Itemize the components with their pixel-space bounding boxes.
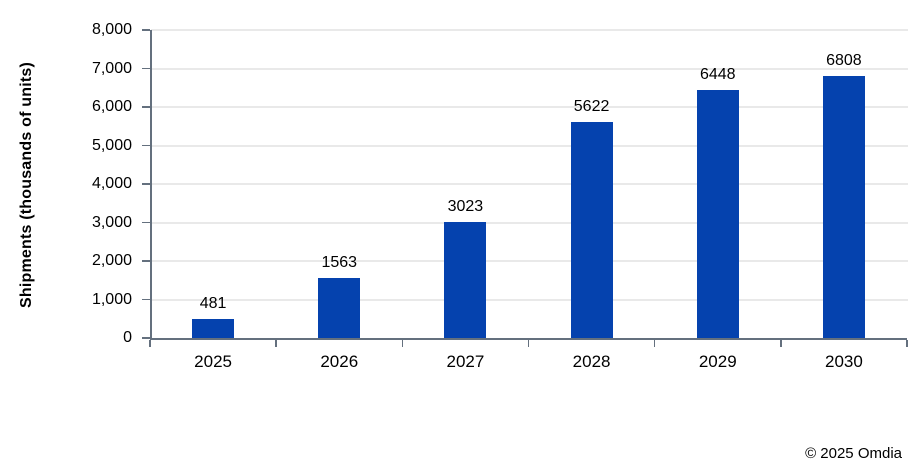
- y-axis-title: Shipments (thousands of units): [18, 62, 35, 308]
- x-axis-category-label: 2030: [824, 352, 863, 371]
- gridline: [151, 144, 908, 147]
- plot-area: [150, 30, 907, 338]
- bar: [696, 89, 739, 338]
- bar: [570, 121, 613, 338]
- gridline: [151, 29, 908, 31]
- x-axis-tick: [906, 339, 908, 347]
- y-axis: [150, 30, 152, 340]
- x-axis-tick: [527, 339, 530, 347]
- y-axis-tick: [142, 183, 150, 185]
- y-axis-tick-label: 8,000: [91, 21, 132, 38]
- gridline: [151, 183, 908, 185]
- y-axis-tick-label: 0: [123, 329, 132, 346]
- x-axis-tick: [401, 339, 404, 347]
- y-axis-tick: [142, 144, 150, 147]
- y-axis-tick: [142, 29, 150, 31]
- x-axis-category-label: 2025: [194, 352, 232, 371]
- x-axis-tick: [653, 339, 656, 347]
- x-axis-category-label: 2028: [572, 352, 611, 371]
- x-axis-category-label: 2026: [320, 352, 359, 371]
- x-axis-tick: [149, 339, 151, 347]
- x-axis-category-label: 2027: [446, 352, 485, 371]
- y-axis-tick: [142, 298, 150, 301]
- y-axis-tick-label: 3,000: [91, 213, 132, 231]
- bar-value-label: 3023: [447, 197, 484, 215]
- bar: [192, 319, 235, 338]
- y-axis-tick: [142, 260, 150, 262]
- y-axis-tick: [142, 106, 150, 108]
- x-axis-tick: [275, 339, 277, 347]
- bar-value-label: 1563: [321, 253, 358, 271]
- y-axis-tick-label: 4,000: [91, 175, 132, 192]
- copyright-note: © 2025 Omdia: [805, 445, 902, 462]
- x-axis: [150, 338, 907, 340]
- bar-value-label: 481: [199, 295, 227, 313]
- bar: [444, 221, 487, 338]
- y-axis-tick-label: 2,000: [91, 252, 132, 269]
- bar-value-label: 6448: [699, 65, 736, 83]
- gridline: [151, 67, 908, 70]
- bar: [318, 277, 361, 338]
- gridline: [151, 260, 908, 262]
- bar-value-label: 6808: [826, 51, 862, 69]
- y-axis-tick-label: 5,000: [91, 136, 132, 154]
- x-axis-category-label: 2029: [698, 352, 737, 371]
- y-axis-tick: [142, 67, 150, 70]
- y-axis-tick-label: 7,000: [91, 59, 132, 77]
- x-axis-tick: [780, 339, 782, 347]
- y-axis-tick: [142, 337, 150, 339]
- gridline: [151, 106, 908, 108]
- y-axis-tick-label: 1,000: [91, 290, 132, 308]
- gridline: [151, 298, 908, 301]
- bar-value-label: 5622: [573, 97, 610, 115]
- y-axis-tick: [142, 221, 150, 224]
- bar: [822, 75, 865, 338]
- gridline: [151, 221, 908, 224]
- y-axis-tick-label: 6,000: [91, 98, 132, 115]
